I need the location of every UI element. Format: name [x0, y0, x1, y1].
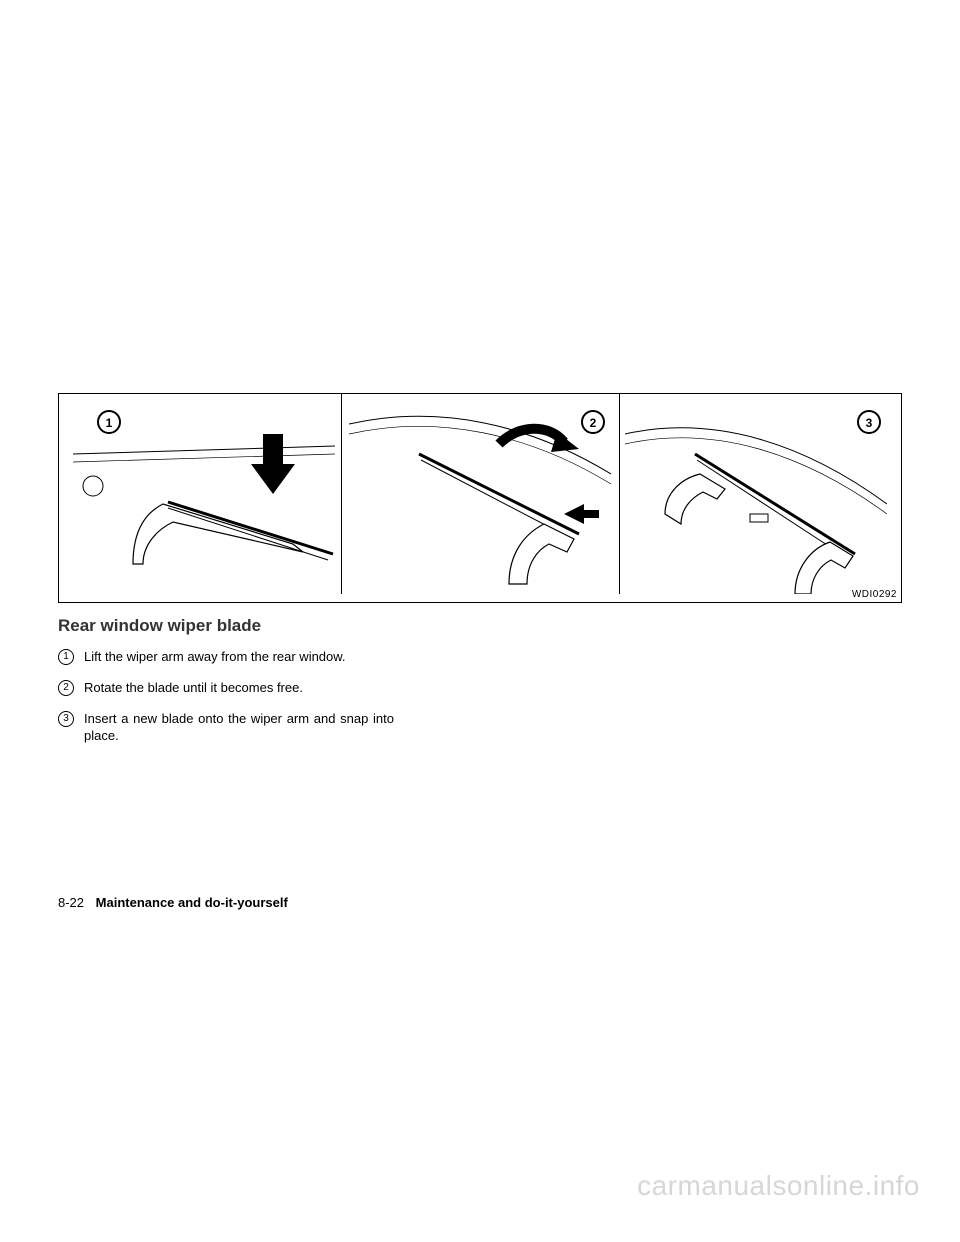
subheading: Rear window wiper blade [58, 616, 261, 636]
panel-divider [619, 394, 620, 594]
figure-panel-3: 3 [625, 394, 887, 594]
figure-panel-1: 1 [73, 394, 335, 594]
panel-divider [341, 394, 342, 594]
step-marker-3: 3 [857, 410, 881, 434]
step-text: Lift the wiper arm away from the rear wi… [84, 648, 394, 665]
list-item: 1 Lift the wiper arm away from the rear … [58, 648, 408, 665]
section-title: Maintenance and do-it-yourself [96, 895, 288, 910]
list-item: 2 Rotate the blade until it becomes free… [58, 679, 408, 696]
step-number-icon: 3 [58, 711, 74, 727]
figure-panel-2: 2 [349, 394, 611, 594]
step-number-icon: 1 [58, 649, 74, 665]
page-footer: 8-22 Maintenance and do-it-yourself [58, 895, 288, 910]
manual-page: 1 2 [0, 0, 960, 1242]
step-list: 1 Lift the wiper arm away from the rear … [58, 648, 408, 758]
illustration-3 [625, 394, 887, 594]
page-number: 8-22 [58, 895, 84, 910]
step-text: Rotate the blade until it becomes free. [84, 679, 394, 696]
watermark: carmanualsonline.info [637, 1170, 920, 1202]
step-text: Insert a new blade onto the wiper arm an… [84, 710, 394, 744]
list-item: 3 Insert a new blade onto the wiper arm … [58, 710, 408, 744]
figure-wiper-steps: 1 2 [58, 393, 902, 603]
step-number-icon: 2 [58, 680, 74, 696]
step-marker-1: 1 [97, 410, 121, 434]
illustration-2 [349, 394, 611, 594]
figure-code: WDI0292 [852, 589, 897, 600]
step-marker-2: 2 [581, 410, 605, 434]
